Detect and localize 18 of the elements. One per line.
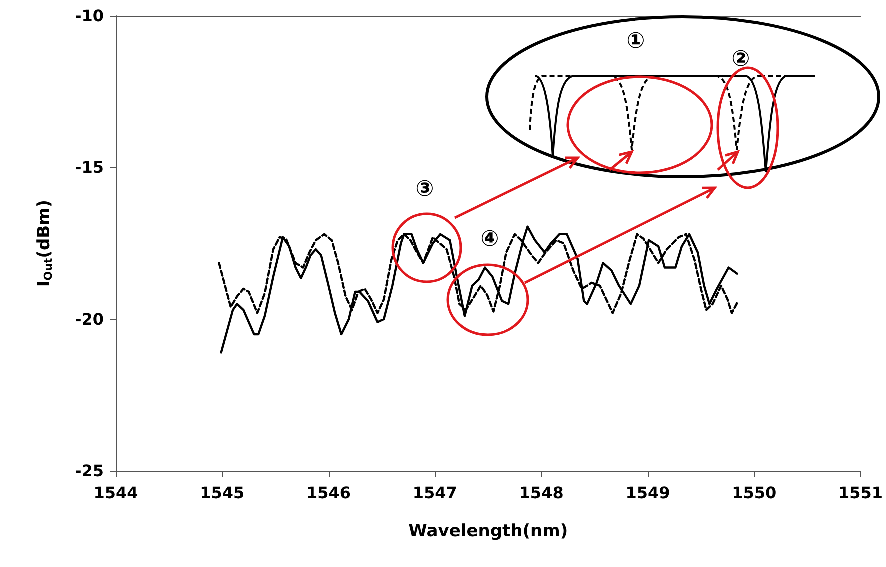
x-tick-label: 1551 [838,484,883,502]
x-axis-title: Wavelength(nm) [408,522,568,542]
y-tick-label: -15 [75,158,104,178]
x-tick-label: 1550 [732,484,777,502]
annotation: ④ [480,227,500,252]
y-tick-label: -10 [75,6,104,26]
y-tick-label: -20 [75,310,104,329]
x-tick-label: 1549 [626,484,670,502]
annotation: ② [732,47,750,72]
x-tick-label: 1544 [94,484,138,502]
x-tick-label: 1547 [412,484,458,502]
x-tick-label: 1546 [306,484,352,502]
x-tick-label: 1545 [200,484,245,502]
y-tick-label: -25 [75,462,104,480]
annotation: ③ [416,177,434,202]
y-axis-title: IOut(dBm) [34,200,55,288]
x-tick-label: 1548 [519,484,564,502]
annotation: ① [626,29,646,54]
